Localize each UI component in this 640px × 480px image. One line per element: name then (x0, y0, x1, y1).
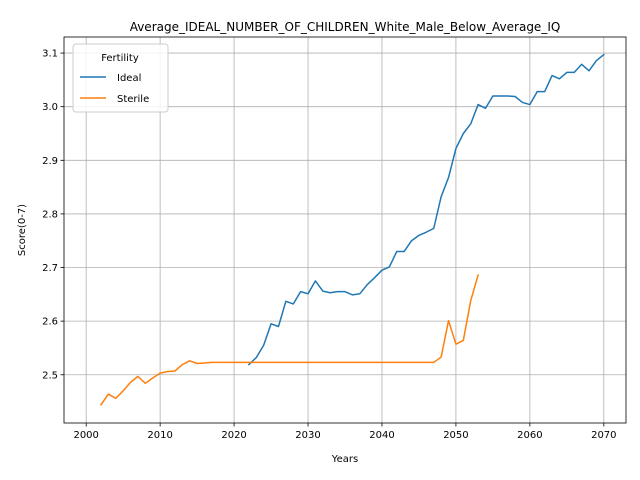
y-tick-label: 3.0 (42, 102, 58, 113)
x-tick-label: 2060 (517, 430, 542, 441)
x-tick-label: 2070 (591, 430, 616, 441)
y-axis-label: Score(0-7) (17, 204, 28, 256)
y-tick-label: 2.8 (42, 209, 58, 220)
legend: Fertility Ideal Sterile (73, 44, 168, 112)
y-tick-label: 2.5 (42, 370, 58, 381)
x-tick-label: 2020 (221, 430, 246, 441)
chart-title: Average_IDEAL_NUMBER_OF_CHILDREN_White_M… (130, 20, 561, 34)
legend-label-sterile: Sterile (117, 94, 149, 105)
x-axis-label: Years (331, 454, 358, 465)
x-tick-label: 2000 (73, 430, 98, 441)
y-tick-label: 2.6 (42, 317, 58, 328)
x-tick-label: 2040 (369, 430, 394, 441)
legend-label-ideal: Ideal (117, 73, 141, 84)
y-tick-label: 2.7 (42, 263, 58, 274)
x-tick-label: 2010 (147, 430, 172, 441)
y-tick-label: 2.9 (42, 156, 58, 167)
x-tick-label: 2030 (295, 430, 320, 441)
legend-title: Fertility (101, 53, 139, 64)
x-tick-label: 2050 (443, 430, 468, 441)
y-tick-label: 3.1 (42, 49, 58, 60)
